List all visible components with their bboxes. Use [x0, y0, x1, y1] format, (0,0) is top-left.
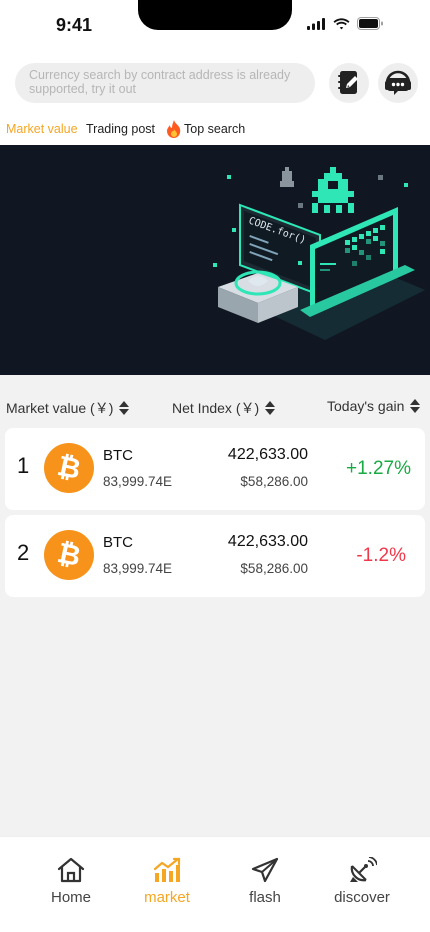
paper-plane-icon — [251, 857, 279, 883]
nav-home[interactable]: Home — [23, 857, 119, 906]
fire-icon — [167, 120, 181, 138]
coin-gain: +1.27% — [346, 458, 411, 479]
coin-market-cap: 83,999.74E — [103, 474, 173, 489]
nav-market[interactable]: market — [119, 857, 215, 906]
tab-market-value[interactable]: Market value — [6, 122, 78, 136]
chart-icon — [153, 857, 181, 882]
nav-flash[interactable]: flash — [217, 857, 313, 906]
coin-symbol: BTC — [103, 534, 133, 551]
sort-icon — [410, 399, 421, 413]
tab-trading-post[interactable]: Trading post — [86, 122, 156, 136]
nav-flash-label: flash — [249, 889, 281, 906]
market-list-header: Market value (￥) Net Index (￥) Today's g… — [0, 390, 430, 424]
status-icons — [307, 17, 384, 30]
net-index-header: Net Index (￥) — [172, 400, 260, 416]
wifi-icon — [333, 17, 350, 29]
bitcoin-icon: ₿ — [44, 443, 94, 493]
coin-symbol: BTC — [103, 447, 133, 464]
coin-row[interactable]: 1 ₿ BTC 83,999.74E 422,633.00 $58,286.00… — [5, 428, 425, 510]
satellite-icon — [350, 857, 377, 882]
sort-net-index[interactable]: Net Index (￥) — [172, 398, 276, 418]
bottom-nav: Home market flash discover — [0, 836, 430, 932]
header: Currency search by contract address is a… — [0, 48, 430, 208]
market-value-header: Market value (￥) — [6, 400, 114, 416]
coin-usd-price: $58,286.00 — [240, 561, 308, 576]
nav-market-label: market — [144, 889, 190, 906]
home-icon — [57, 857, 85, 883]
coin-row[interactable]: 2 ₿ BTC 83,999.74E 422,633.00 $58,286.00… — [5, 515, 425, 597]
notch — [138, 0, 292, 30]
battery-icon — [357, 17, 383, 30]
status-bar: 9:41 — [0, 0, 430, 48]
coin-rank: 1 — [17, 453, 30, 478]
tab-top-search-label: Top search — [184, 122, 246, 136]
notebook-edit-icon — [338, 71, 358, 94]
tab-top-search[interactable]: Top search — [166, 120, 245, 138]
coin-gain: -1.2% — [356, 545, 406, 566]
sort-market-value[interactable]: Market value (￥) — [6, 398, 130, 418]
nav-discover-label: discover — [334, 889, 390, 906]
headset-chat-icon — [385, 70, 411, 95]
coin-usd-price: $58,286.00 — [240, 474, 308, 489]
promo-banner[interactable]: CODE.for() KUCOIN — [0, 145, 430, 375]
banner-illustration: CODE.for() KUCOIN — [213, 167, 425, 340]
nav-home-label: Home — [50, 889, 91, 906]
bitcoin-icon: ₿ — [44, 530, 94, 580]
sort-todays-gain[interactable]: Today's gain — [327, 398, 421, 414]
coin-price: 422,633.00 — [227, 446, 308, 463]
sort-icon — [119, 401, 130, 415]
notes-button[interactable] — [329, 63, 369, 103]
customer-service-button[interactable] — [378, 63, 418, 103]
sort-icon — [265, 401, 276, 415]
todays-gain-header: Today's gain — [327, 398, 405, 414]
coin-price: 422,633.00 — [227, 533, 308, 550]
category-tabs: Market value Trading post Top search — [0, 120, 430, 208]
status-time: 9:41 — [56, 15, 93, 35]
search-input[interactable]: Currency search by contract address is a… — [15, 63, 315, 103]
coin-market-cap: 83,999.74E — [103, 561, 173, 576]
signal-icon — [307, 17, 325, 30]
nav-discover[interactable]: discover — [314, 857, 410, 906]
coin-rank: 2 — [17, 540, 30, 565]
search-placeholder: Currency search by contract address is a… — [29, 68, 291, 96]
